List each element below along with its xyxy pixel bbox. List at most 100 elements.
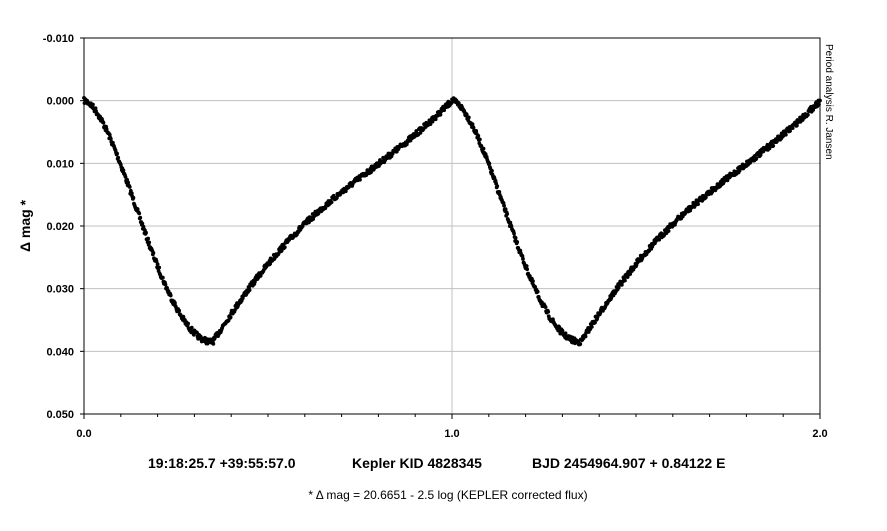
y-tick-label: -0.010	[43, 33, 74, 45]
data-point	[471, 125, 476, 130]
data-point	[531, 279, 535, 284]
y-axis-tick-labels: -0.010 0.000 0.010 0.020 0.030 0.040 0.050	[43, 33, 74, 421]
data-point	[168, 293, 173, 298]
data-point	[546, 309, 551, 314]
data-point	[438, 112, 443, 117]
data-point	[563, 331, 568, 336]
data-point	[129, 191, 134, 196]
data-point	[578, 342, 583, 346]
data-point	[520, 254, 525, 259]
data-point	[135, 207, 140, 211]
data-point	[767, 146, 772, 151]
data-point	[160, 275, 165, 280]
data-point	[140, 221, 145, 226]
data-point	[783, 132, 788, 137]
x-tick-label: 0.0	[76, 428, 91, 440]
data-point	[189, 325, 194, 330]
data-point	[146, 236, 151, 241]
data-point	[524, 264, 529, 268]
coordinates-label: 19:18:25.7 +39:55:57.0	[148, 455, 296, 471]
data-point	[806, 112, 810, 117]
data-point	[211, 341, 216, 346]
data-point	[490, 168, 494, 173]
data-point	[137, 211, 142, 216]
data-point	[696, 202, 700, 207]
data-point	[191, 332, 196, 337]
data-point	[358, 177, 362, 182]
data-points	[82, 95, 822, 347]
data-point	[147, 240, 152, 245]
data-point	[126, 180, 131, 185]
data-point	[466, 115, 471, 120]
data-point	[535, 289, 540, 294]
data-point	[144, 230, 148, 235]
y-axis-title: Δ mag *	[17, 199, 33, 252]
data-point	[487, 161, 492, 166]
data-point	[771, 143, 776, 148]
data-point	[521, 257, 525, 261]
data-point	[311, 217, 316, 221]
data-point	[101, 120, 106, 125]
data-point	[107, 132, 112, 137]
data-point	[754, 156, 759, 161]
data-point	[433, 117, 438, 122]
data-point	[121, 168, 126, 173]
data-point	[228, 315, 233, 320]
ephemeris-label: BJD 2454964.907 + 0.84122 E	[532, 455, 725, 471]
data-point	[794, 123, 799, 128]
data-point	[464, 112, 469, 117]
y-tick-label: 0.030	[46, 284, 74, 296]
data-point	[258, 273, 263, 278]
data-point	[476, 133, 481, 138]
data-point	[123, 175, 128, 179]
y-tick-label: 0.040	[46, 346, 74, 358]
x-tick-label: 1.0	[444, 428, 459, 440]
data-point	[481, 146, 486, 151]
data-point	[593, 320, 597, 325]
x-axis-tick-labels: 0.0 1.0 2.0	[76, 428, 827, 440]
data-point	[414, 129, 419, 133]
y-tick-label: 0.000	[46, 96, 74, 108]
data-point	[115, 151, 120, 156]
data-point	[329, 200, 334, 204]
data-point	[515, 240, 520, 244]
data-point	[657, 237, 662, 242]
y-tick-label: 0.010	[46, 158, 74, 170]
data-point	[666, 229, 671, 233]
data-point	[503, 207, 508, 212]
footnote-label: * Δ mag = 20.6651 - 2.5 log (KEPLER corr…	[308, 488, 587, 502]
y-tick-label: 0.050	[46, 409, 74, 421]
data-point	[583, 334, 588, 339]
data-point	[598, 311, 603, 315]
data-point	[93, 106, 98, 111]
data-point	[131, 195, 136, 200]
data-point	[589, 325, 594, 329]
data-point	[788, 129, 792, 133]
data-point	[474, 129, 479, 133]
data-point	[247, 288, 252, 293]
y-tick-label: 0.020	[46, 221, 74, 233]
data-point	[497, 190, 502, 194]
data-point	[418, 131, 423, 135]
data-point	[282, 245, 287, 250]
data-point	[790, 126, 795, 131]
data-point	[108, 136, 113, 141]
data-point	[817, 102, 821, 107]
data-point	[116, 155, 121, 160]
data-point	[127, 185, 132, 189]
axis-ticks	[80, 37, 821, 419]
data-point	[157, 265, 162, 270]
data-point	[177, 308, 182, 313]
data-point	[619, 282, 624, 287]
data-point	[316, 211, 321, 216]
data-point	[505, 212, 510, 216]
data-point	[513, 235, 518, 240]
data-point	[155, 262, 160, 267]
data-point	[186, 321, 190, 326]
data-point	[502, 203, 506, 208]
data-point	[623, 278, 627, 283]
data-point	[818, 98, 822, 103]
data-point	[704, 195, 708, 200]
data-point	[138, 215, 143, 220]
